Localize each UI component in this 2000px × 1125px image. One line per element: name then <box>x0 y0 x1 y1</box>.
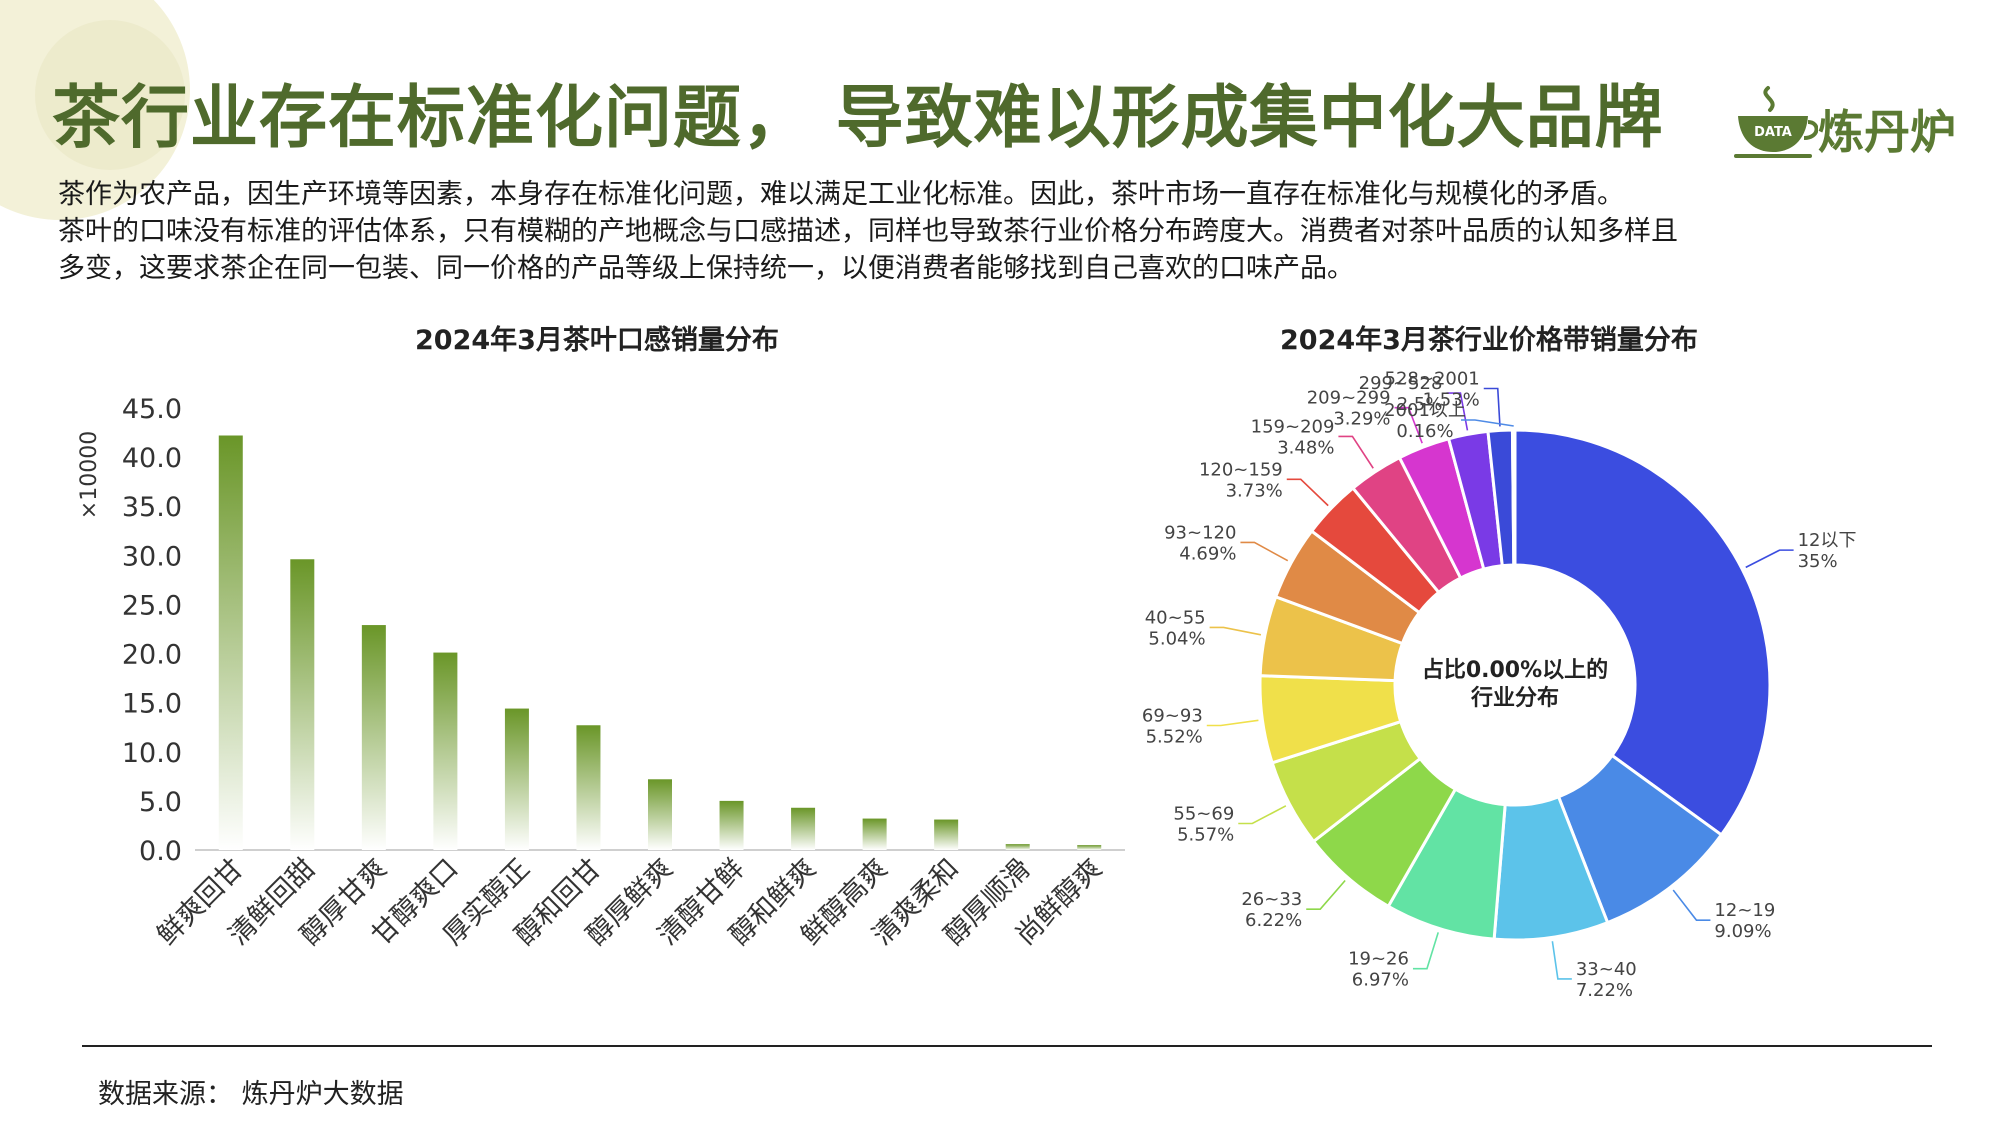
bar <box>433 652 458 850</box>
slice-percent: 3.73% <box>1226 480 1283 501</box>
slice-label: 69~93 <box>1142 706 1203 727</box>
leader-line <box>1338 435 1374 469</box>
slice-percent: 5.52% <box>1146 727 1203 748</box>
slice-percent: 5.57% <box>1177 825 1234 846</box>
teacup-logo-icon: DATA <box>1734 86 1819 158</box>
intro-line-2: 茶叶的口味没有标准的评估体系，只有模糊的产地概念与口感描述，同样也导致茶行业价格… <box>58 216 1678 247</box>
y-tick-label: 5.0 <box>139 787 182 818</box>
leader-line <box>1238 805 1287 825</box>
slice-label: 93~120 <box>1164 522 1236 543</box>
leader-line <box>1240 541 1289 562</box>
bar-chart: 0.0 5.0 10.0 15.0 20.0 25.0 30.0 35.0 40.0 45.0 ×1… <box>77 394 1125 951</box>
leader-line <box>1745 549 1794 569</box>
footer-divider <box>82 1045 1932 1047</box>
slice-label: 12~19 <box>1714 900 1775 921</box>
leader-line <box>1461 419 1514 427</box>
leader-line <box>1672 889 1711 921</box>
slice-percent: 7.22% <box>1576 980 1633 1001</box>
slice-percent: 6.97% <box>1352 970 1409 991</box>
y-tick-label: 20.0 <box>122 640 182 671</box>
y-tick-label: 45.0 <box>122 394 182 425</box>
slice-percent: 0.16% <box>1396 421 1453 442</box>
data-source-note: 数据来源： 炼丹炉大数据 <box>98 1079 404 1110</box>
y-tick-label: 0.0 <box>139 836 182 867</box>
y-tick-label: 10.0 <box>122 738 182 769</box>
y-tick-label: 25.0 <box>122 590 182 621</box>
slice-percent: 2.5% <box>1397 394 1443 415</box>
slice-label: 159~209 <box>1251 416 1335 437</box>
slice-label: 2001以上 <box>1384 400 1466 421</box>
slice-label: 33~40 <box>1576 959 1637 980</box>
slice-percent: 3.29% <box>1333 409 1390 430</box>
bar <box>862 818 887 850</box>
y-tick-label: 30.0 <box>122 541 182 572</box>
logo-text: 炼丹炉 <box>1818 105 1956 159</box>
slice-percent: 6.22% <box>1245 910 1302 931</box>
slice-percent: 3.48% <box>1277 437 1334 458</box>
bar <box>1077 845 1102 850</box>
slice-label: 19~26 <box>1348 949 1409 970</box>
bar-chart-title: 2024年3月茶叶口感销量分布 <box>415 325 779 356</box>
leader-line <box>1394 406 1423 444</box>
donut-slice <box>1513 428 1772 837</box>
bar <box>791 807 816 850</box>
y-axis-label: ×10000 <box>77 431 102 519</box>
y-tick-label: 35.0 <box>122 492 182 523</box>
slice-label: 120~159 <box>1199 459 1283 480</box>
background-decoration-circle-inner <box>35 20 185 170</box>
slice-label: 299~528 <box>1359 373 1443 394</box>
slice-percent: 9.09% <box>1714 921 1771 942</box>
bar <box>218 435 243 850</box>
logo-badge-text: DATA <box>1754 125 1792 140</box>
leader-line <box>1483 387 1501 427</box>
brand-logo: DATA 炼丹炉 <box>1728 82 1968 162</box>
leader-line <box>1446 392 1469 431</box>
donut-slice <box>1510 428 1517 567</box>
bar <box>1005 844 1030 850</box>
slice-label: 26~33 <box>1241 889 1302 910</box>
slice-label: 209~299 <box>1307 388 1391 409</box>
bar <box>719 800 744 850</box>
intro-line-3: 多变，这要求茶企在同一包装、同一价格的产品等级上保持统一，以便消费者能够找到自己… <box>58 253 1354 284</box>
slice-percent: 1.53% <box>1423 390 1480 411</box>
slice-label: 528~2001 <box>1385 369 1480 390</box>
slice-percent: 5.04% <box>1148 628 1205 649</box>
slice-percent: 4.69% <box>1179 543 1236 564</box>
leader-line <box>1551 941 1572 980</box>
slice-label: 40~55 <box>1145 607 1206 628</box>
intro-text: 茶作为农产品，因生产环境等因素，本身存在标准化问题，难以满足工业化标准。因此，茶… <box>58 176 1858 287</box>
donut-center-label: 占比0.00%以上的 <box>1422 657 1608 683</box>
slice-percent: 35% <box>1798 551 1838 572</box>
bar <box>576 725 601 850</box>
bar <box>361 625 386 850</box>
donut-chart-title: 2024年3月茶行业价格带销量分布 <box>1280 325 1698 356</box>
leader-line <box>1412 932 1439 970</box>
donut-center-label: 行业分布 <box>1470 685 1559 711</box>
page-title: 茶行业存在标准化问题， 导致难以形成集中化大品牌 <box>52 78 1664 158</box>
leader-line <box>1286 478 1329 507</box>
bar <box>290 559 315 850</box>
bar <box>934 819 959 850</box>
slice-label: 12以下 <box>1798 530 1857 551</box>
slice-label: 55~69 <box>1173 804 1234 825</box>
leader-line <box>1206 719 1259 727</box>
leader-line <box>1209 626 1262 636</box>
y-tick-label: 40.0 <box>122 443 182 474</box>
y-tick-label: 15.0 <box>122 689 182 720</box>
bar <box>648 779 672 850</box>
intro-line-1: 茶作为农产品，因生产环境等因素，本身存在标准化问题，难以满足工业化标准。因此，茶… <box>58 179 1624 210</box>
leader-line <box>1306 879 1346 911</box>
bar <box>504 708 529 850</box>
